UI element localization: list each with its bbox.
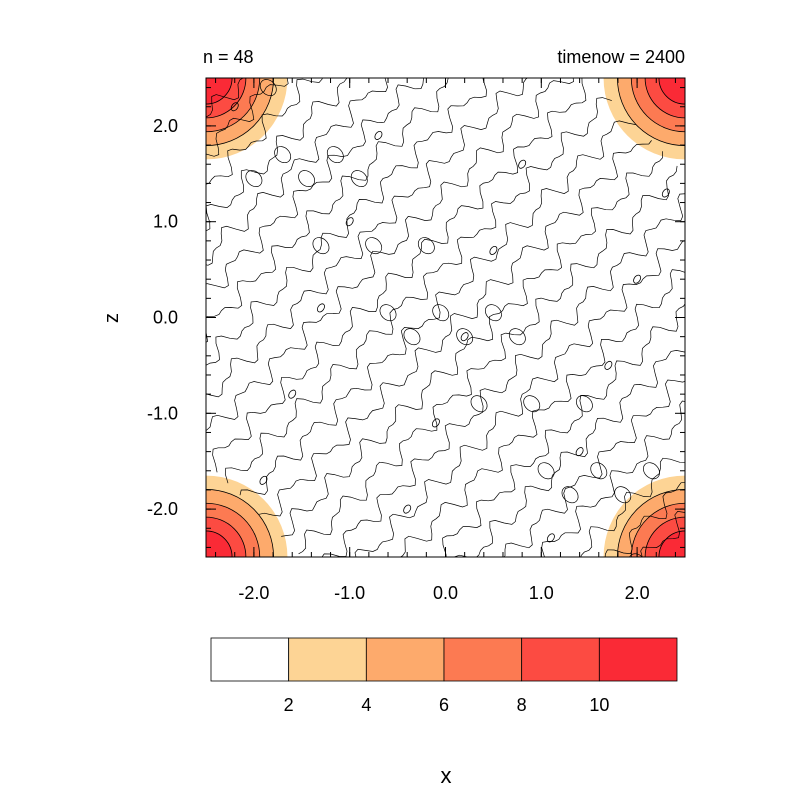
corner-fill-layer: [206, 78, 685, 557]
contour-cell: [523, 395, 541, 413]
contour-line: [298, 165, 678, 555]
contour-line: [454, 350, 685, 557]
contour-marker: [403, 504, 412, 514]
colorbar-box: [288, 637, 367, 682]
contour-cell: [537, 462, 555, 480]
contour-marker: [316, 303, 325, 313]
contour-marker: [633, 274, 642, 284]
corner-level-0-5: [206, 78, 233, 105]
contour-line: [281, 151, 663, 537]
contour-cell: [245, 170, 263, 188]
contour-marker: [661, 188, 670, 198]
contour-cell: [484, 304, 502, 322]
contour-line: [239, 120, 636, 496]
contour-marker: [230, 102, 239, 112]
contour-cell: [470, 395, 488, 413]
colorbar-box: [443, 637, 523, 682]
contour-cell: [365, 237, 383, 255]
x-tick-label: 0.0: [433, 583, 458, 603]
contour-cell: [614, 486, 632, 504]
contour-line: [259, 140, 652, 517]
contour-line: [206, 78, 348, 232]
colorbar-tick-label: 6: [439, 695, 449, 715]
contour-cell: [456, 328, 474, 346]
axis-ticks: -2.0 -1.0 0.0 1.0 2.0 2.0 1.0 0.0 -1.0 -2.0: [147, 78, 685, 603]
contour-line: [399, 269, 685, 557]
contour-marker: [431, 418, 440, 428]
contour-cell: [561, 486, 579, 504]
title-left: n = 48: [203, 47, 254, 67]
contour-marker: [460, 332, 469, 342]
contour-marker: [374, 131, 383, 140]
contour-line: [580, 457, 685, 557]
colorbar-tick-label: 8: [517, 695, 527, 715]
contour-cell: [643, 462, 660, 480]
contour-cell: [326, 146, 344, 164]
contour-line: [321, 193, 685, 557]
contour-marker: [575, 447, 584, 457]
x-tick-label: 2.0: [625, 583, 650, 603]
contour-marker: [518, 159, 527, 169]
contour-line: [206, 78, 388, 266]
colorbar-tick-label: 10: [589, 695, 609, 715]
contour-line: [206, 78, 244, 118]
x-tick-label: -1.0: [334, 583, 365, 603]
title-right: timenow = 2400: [557, 47, 685, 67]
contour-marker: [288, 389, 297, 399]
colorbar-box: [365, 637, 445, 682]
contour-marker: [345, 217, 354, 227]
contour-line: [442, 303, 685, 557]
contour-line: [206, 78, 425, 289]
y-tick-label: -1.0: [147, 403, 178, 423]
contour-marker: [489, 245, 498, 255]
y-tick-label: 2.0: [153, 116, 178, 136]
x-tick-label: -2.0: [238, 583, 269, 603]
contour-marker: [259, 475, 268, 485]
contour-line-layer: [206, 78, 685, 557]
y-axis-label: z: [101, 313, 123, 323]
contour-line: [541, 400, 685, 557]
contour-cell: [312, 237, 330, 255]
colorbar: 2 4 6 8 10: [210, 637, 678, 715]
contour-cell: [432, 304, 450, 322]
contour-line: [206, 78, 487, 366]
contour-marker: [546, 533, 555, 543]
colorbar-tick-label: 4: [361, 695, 371, 715]
colorbar-box: [521, 637, 600, 682]
contour-cell: [350, 170, 368, 188]
contour-line: [212, 78, 587, 473]
contour-line: [206, 78, 323, 185]
contour-cell: [590, 462, 608, 480]
contour-line: [604, 481, 685, 557]
contour-cell: [274, 146, 292, 164]
y-tick-label: 1.0: [153, 212, 178, 232]
contour-cell: [379, 304, 397, 322]
contour-line: [206, 78, 529, 398]
contour-line: [354, 240, 685, 557]
colorbar-tick-label: 2: [284, 695, 294, 715]
contour-line: [503, 379, 685, 557]
y-tick-label: -2.0: [147, 499, 178, 519]
contour-cell: [508, 328, 526, 346]
corner-level-shape: [206, 78, 233, 105]
colorbar-box: [210, 637, 290, 682]
contour-cell: [403, 328, 421, 346]
x-axis-label: x: [441, 763, 452, 788]
contour-cell: [417, 237, 435, 255]
contour-line: [206, 78, 449, 343]
contour-line: [640, 511, 685, 557]
contour-line: [224, 97, 612, 484]
colorbar-box: [598, 637, 678, 682]
contour-cell: [575, 395, 593, 413]
contour-marker: [604, 360, 613, 370]
y-tick-label: 0.0: [153, 308, 178, 328]
contour-line: [206, 78, 289, 157]
contour-cell: [298, 170, 316, 188]
x-tick-label: 1.0: [529, 583, 554, 603]
